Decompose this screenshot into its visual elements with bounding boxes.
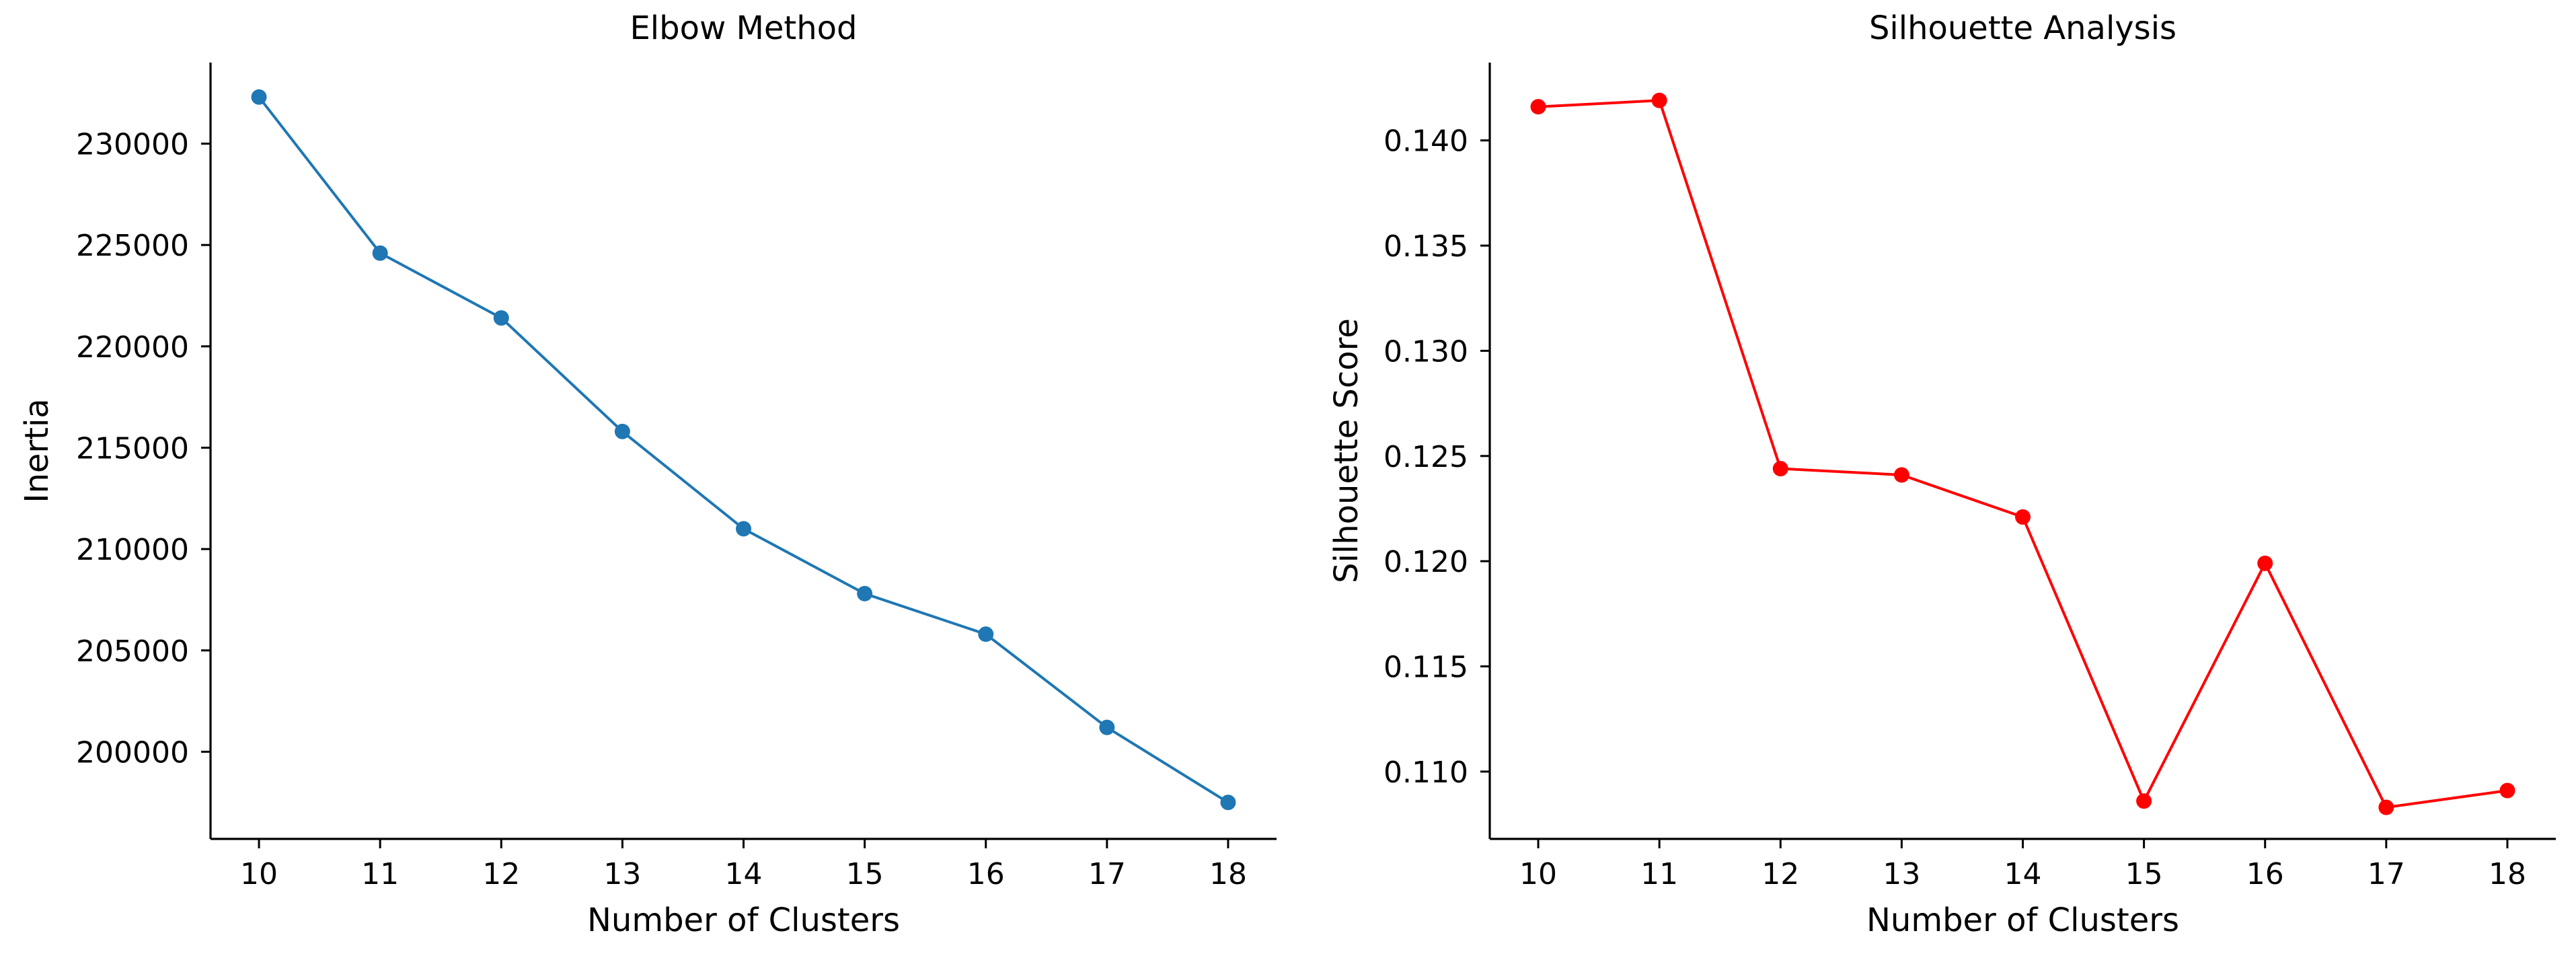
silhouette-data-point xyxy=(2136,793,2152,809)
elbow-data-point xyxy=(372,245,388,261)
silhouette-y-tick-label: 0.135 xyxy=(1384,229,1468,264)
elbow-x-tick-label: 12 xyxy=(482,857,520,891)
silhouette-title: Silhouette Analysis xyxy=(1869,9,2176,47)
silhouette-y-tick-label: 0.120 xyxy=(1384,545,1468,579)
silhouette-x-tick-label: 13 xyxy=(1883,857,1920,891)
elbow-x-tick-label: 10 xyxy=(240,857,278,891)
silhouette-data-point xyxy=(2257,555,2273,571)
elbow-x-tick-label: 18 xyxy=(1209,857,1247,891)
silhouette-series-line xyxy=(1538,99,2508,809)
elbow-chart: Elbow Method 10 11 12 13 14 15 16 17 18 200000 2050… xyxy=(18,9,1277,939)
silhouette-data-point xyxy=(1651,92,1667,108)
elbow-series-line xyxy=(258,96,1229,804)
elbow-y-tick-label: 205000 xyxy=(76,634,189,669)
elbow-x-tick-label: 17 xyxy=(1088,857,1126,891)
elbow-y-tick-label: 220000 xyxy=(76,330,189,365)
silhouette-x-tick-label: 18 xyxy=(2489,857,2526,891)
silhouette-y-tick-label: 0.140 xyxy=(1384,124,1468,159)
silhouette-chart: Silhouette Analysis 10 11 12 13 14 15 16 17 18 0.1… xyxy=(1328,9,2556,939)
elbow-data-point xyxy=(251,89,267,105)
elbow-data-point xyxy=(857,585,873,601)
elbow-y-tick-label: 210000 xyxy=(76,533,189,567)
elbow-data-point xyxy=(1220,795,1236,811)
silhouette-data-point xyxy=(2015,509,2031,525)
silhouette-data-point xyxy=(1530,99,1546,115)
silhouette-y-axis-label: Silhouette Score xyxy=(1328,318,1365,583)
elbow-data-point xyxy=(736,521,751,537)
elbow-x-tick-label: 11 xyxy=(361,857,399,891)
elbow-x-axis-label: Number of Clusters xyxy=(587,901,900,939)
elbow-data-point xyxy=(978,626,994,642)
silhouette-x-tick-label: 15 xyxy=(2125,857,2163,891)
elbow-x-tick-label: 16 xyxy=(967,857,1005,891)
silhouette-x-tick-label: 16 xyxy=(2246,857,2284,891)
silhouette-data-point xyxy=(1893,467,1909,483)
elbow-y-axis-label: Inertia xyxy=(18,398,56,503)
silhouette-x-tick-label: 12 xyxy=(1761,857,1799,891)
silhouette-x-tick-label: 11 xyxy=(1640,857,1678,891)
elbow-x-tick-label: 15 xyxy=(846,857,884,891)
elbow-y-tick-label: 225000 xyxy=(76,229,189,263)
elbow-y-tick-label: 230000 xyxy=(76,128,189,162)
elbow-y-tick-label: 215000 xyxy=(76,431,189,466)
elbow-data-point xyxy=(1099,719,1115,735)
silhouette-data-point xyxy=(2499,782,2515,799)
silhouette-y-tick-label: 0.110 xyxy=(1384,755,1468,790)
silhouette-x-axis-label: Number of Clusters xyxy=(1866,901,2179,939)
silhouette-data-point xyxy=(2378,799,2394,815)
silhouette-x-tick-label: 10 xyxy=(1519,857,1557,891)
silhouette-x-tick-label: 14 xyxy=(2004,857,2042,891)
elbow-x-tick-label: 14 xyxy=(725,857,763,891)
silhouette-y-tick-label: 0.115 xyxy=(1384,651,1468,685)
silhouette-data-point xyxy=(1772,461,1788,477)
elbow-title: Elbow Method xyxy=(630,9,857,47)
silhouette-x-tick-label: 17 xyxy=(2367,857,2405,891)
silhouette-y-tick-label: 0.125 xyxy=(1384,440,1468,474)
elbow-data-point xyxy=(493,310,509,326)
elbow-x-tick-label: 13 xyxy=(603,857,641,891)
elbow-data-point xyxy=(614,423,630,439)
silhouette-y-tick-label: 0.130 xyxy=(1384,334,1468,369)
elbow-y-tick-label: 200000 xyxy=(76,735,189,770)
